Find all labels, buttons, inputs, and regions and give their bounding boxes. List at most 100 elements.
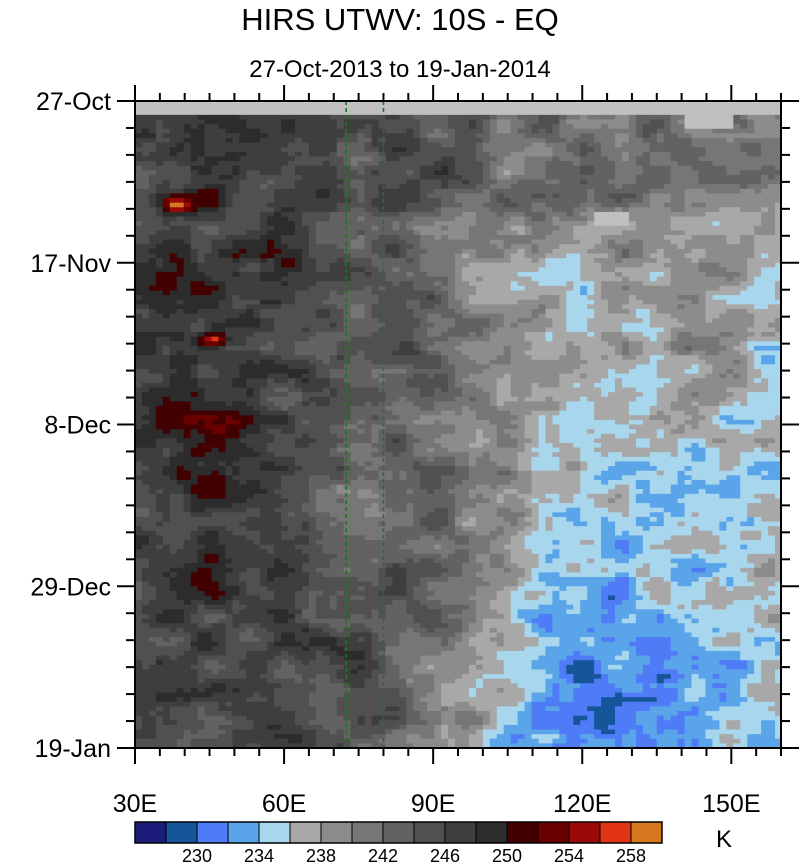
heat-cell (413, 133, 421, 139)
heat-cell (615, 105, 623, 111)
heat-cell (343, 304, 352, 310)
heat-cell (768, 142, 776, 148)
heat-cell (204, 235, 213, 241)
heat-cell (740, 267, 748, 273)
heat-cell (336, 244, 345, 250)
heat-cell (378, 165, 387, 171)
heat-cell (670, 128, 679, 134)
heat-cell (343, 225, 352, 231)
heat-cell (747, 327, 755, 333)
heat-cell (343, 239, 352, 245)
heat-cell (705, 327, 714, 333)
heat-cell (141, 271, 150, 278)
heat-cell (448, 225, 456, 231)
heat-cell (301, 290, 310, 296)
heat-cell (434, 336, 442, 342)
heat-cell (141, 188, 150, 195)
heat-cell (385, 211, 394, 218)
heat-cell (635, 101, 644, 107)
heat-cell (329, 188, 338, 195)
heat-cell (608, 207, 616, 213)
heat-cell (441, 202, 449, 208)
heat-cell (503, 165, 512, 171)
heat-cell (301, 119, 310, 125)
heat-cell (448, 105, 456, 111)
heat-cell (517, 133, 526, 139)
heat-cell (336, 230, 345, 236)
heat-cell (169, 170, 178, 176)
heat-cell (260, 225, 268, 231)
heat-cell (253, 124, 261, 130)
heat-cell (656, 276, 665, 282)
heat-cell (524, 133, 533, 139)
heat-cell (322, 156, 331, 162)
heat-cell (274, 207, 282, 213)
heat-cell (677, 161, 686, 167)
heat-cell (615, 147, 623, 153)
heat-cell (768, 313, 776, 319)
heat-cell (455, 170, 463, 176)
heat-cell (761, 308, 769, 315)
heat-cell (288, 110, 296, 116)
heat-cell (663, 101, 672, 107)
heat-cell (295, 308, 303, 315)
heat-cell (301, 253, 310, 259)
heat-cell (705, 295, 714, 301)
heat-cell (754, 253, 762, 259)
heat-cell (740, 281, 748, 287)
heat-cell (482, 341, 491, 347)
heat-cell (608, 179, 616, 185)
heat-cell (531, 253, 540, 259)
heat-cell (475, 156, 484, 162)
heat-cell (183, 114, 192, 121)
heat-cell (482, 299, 491, 305)
heat-cell (308, 207, 317, 213)
heat-cell (761, 271, 769, 278)
heat-cell (684, 244, 693, 250)
heat-cell (308, 276, 317, 282)
heat-cell (510, 147, 519, 153)
heat-cell (301, 313, 310, 319)
heat-cell (698, 276, 707, 282)
heat-cell (503, 114, 512, 121)
heat-cell (698, 198, 707, 204)
heat-cell (517, 322, 526, 329)
heat-cell (371, 119, 380, 125)
heat-cell (315, 276, 324, 282)
heat-cell (329, 271, 338, 278)
heat-cell (726, 101, 734, 107)
heat-cell (761, 128, 769, 134)
heat-cell (399, 110, 407, 116)
heat-cell (155, 299, 164, 305)
heat-cell (190, 267, 199, 273)
heat-cell (155, 198, 164, 204)
heat-cell (489, 184, 498, 190)
heat-cell (698, 110, 707, 116)
heat-cell (740, 290, 748, 296)
heat-cell (197, 101, 206, 107)
heat-cell (399, 308, 407, 315)
heat-cell (768, 221, 776, 227)
heat-cell (656, 179, 665, 185)
heat-cell (274, 174, 282, 181)
heat-cell (482, 276, 491, 282)
heat-cell (628, 299, 637, 305)
heat-cell (148, 285, 157, 292)
heat-cell (322, 161, 331, 167)
heat-cell (754, 327, 762, 333)
heat-cell (392, 174, 400, 181)
heat-cell (197, 244, 206, 250)
heat-cell (552, 142, 560, 148)
heat-cell (246, 341, 254, 347)
heat-cell (322, 295, 331, 301)
heat-cell (775, 207, 782, 213)
heat-cell (538, 295, 547, 301)
heat-cell (204, 267, 213, 273)
heat-cell (510, 336, 519, 342)
heat-cell (336, 147, 345, 153)
heat-cell (726, 137, 734, 144)
heat-cell (392, 216, 400, 222)
heat-cell (455, 281, 463, 287)
heat-cell (141, 128, 150, 134)
heat-cell (468, 248, 477, 255)
